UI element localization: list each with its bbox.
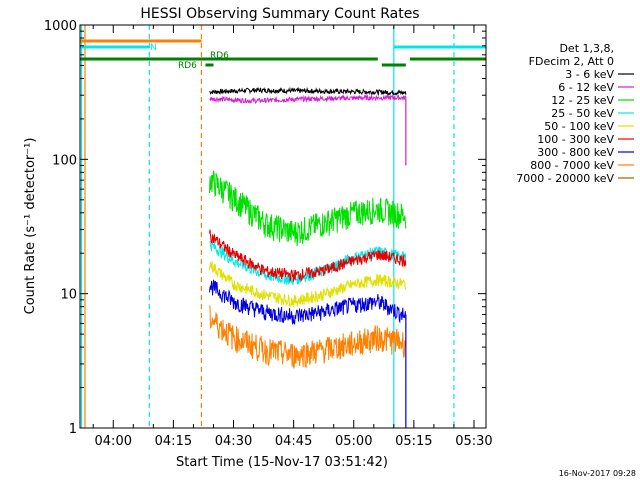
legend-entry-label: 6 - 12 keV [558, 81, 614, 94]
legend-entry-label: 50 - 100 keV [544, 120, 614, 133]
series-line-0 [209, 86, 407, 97]
x-tick-label: 04:30 [215, 434, 252, 449]
x-tick-label: 05:30 [455, 434, 492, 449]
y-tick-label: 10 [60, 288, 77, 303]
legend-header: Det 1,3,8, [559, 42, 614, 55]
y-tick-label: 1000 [44, 19, 77, 34]
series-line-1 [209, 94, 407, 105]
series-line-3 [209, 240, 407, 286]
x-tick-label: 04:00 [95, 434, 132, 449]
x-tick-label: 04:15 [155, 434, 192, 449]
legend-header: FDecim 2, Att 0 [529, 55, 614, 68]
flag-annotation: N [150, 43, 157, 53]
plot-area: SNRD6RD6 [80, 25, 486, 428]
series-line-6 [209, 279, 407, 325]
series-line-2 [209, 170, 407, 247]
legend-entry-label: 25 - 50 keV [551, 107, 614, 120]
y-tick-label: 1 [69, 422, 77, 437]
legend-entry-label: 7000 - 20000 keV [516, 172, 614, 185]
x-tick-label: 05:15 [395, 434, 432, 449]
y-tick-label: 100 [52, 153, 77, 168]
chart-title: HESSI Observing Summary Count Rates [140, 6, 419, 22]
footer-date: 16-Nov-2017 09:28 [559, 469, 636, 478]
x-axis-label: Start Time (15-Nov-17 03:51:42) [176, 455, 388, 470]
flag-annotation: RD6 [178, 61, 197, 71]
legend-entry-label: 300 - 800 keV [537, 146, 614, 159]
x-tick-label: 04:45 [275, 434, 312, 449]
axis-layer: 1 10 100 1000 04:00 04:15 04:30 04:45 05:00 05:15… [44, 19, 493, 449]
series-layer [209, 86, 407, 428]
series-line-7 [209, 305, 407, 369]
flag-annotation: RD6 [210, 51, 229, 61]
x-tick-label: 05:00 [335, 434, 372, 449]
legend-entry-label: 800 - 7000 keV [530, 159, 614, 172]
legend-entry-label: 3 - 6 keV [565, 68, 614, 81]
y-axis-label: Count Rate (s⁻¹ detector⁻¹) [23, 138, 38, 315]
series-line-5 [209, 229, 407, 283]
legend-entry-label: 100 - 300 keV [537, 133, 614, 146]
series-line-4 [209, 260, 407, 308]
legend-entry-label: 12 - 25 keV [551, 94, 614, 107]
plot-frame [79, 24, 487, 429]
